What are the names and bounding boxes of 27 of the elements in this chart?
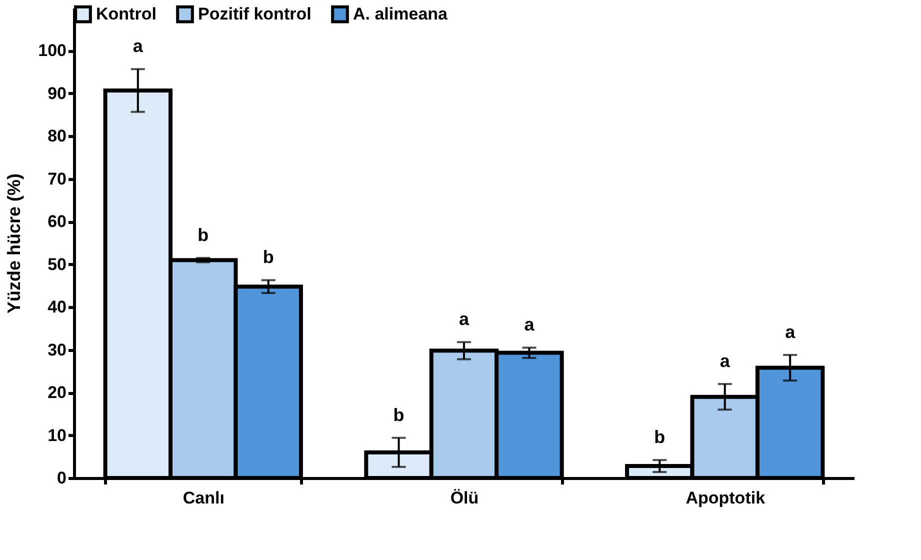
annotation: a [720,351,731,371]
annotation: b [654,427,666,448]
y-tick-label: 80 [48,126,66,146]
annotation: a [524,314,536,335]
annotation: b [262,247,274,268]
annotation: a [785,322,796,342]
y-axis-title: Yüzde hücre (%) [4,173,24,314]
y-tick-label: 90 [48,84,66,103]
y-tick-label: 0 [57,468,66,488]
y-tick-label: 100 [38,41,66,60]
y-tick-label: 20 [48,383,66,402]
y-tick-label: 30 [48,340,66,360]
annotation: a [132,36,144,56]
x-tick-label: Ölü [450,488,479,508]
y-tick-label: 50 [48,254,66,274]
x-tick-label: Apoptotik [686,488,766,508]
annotation: b [393,404,404,425]
x-tick-label: Canlı [182,488,224,508]
y-tick-label: 70 [48,169,66,188]
y-tick-label: 60 [48,212,66,232]
y-tick-label: 40 [48,298,66,317]
legend-label: Kontrol [96,4,156,24]
y-tick-label: 10 [48,426,66,445]
legend-label: A. alimeana [353,4,448,24]
annotation: b [198,224,209,245]
annotation: a [458,309,470,330]
legend-label: Pozitif kontrol [198,4,312,24]
